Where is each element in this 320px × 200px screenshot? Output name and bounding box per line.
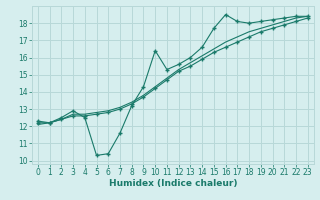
X-axis label: Humidex (Indice chaleur): Humidex (Indice chaleur)	[108, 179, 237, 188]
